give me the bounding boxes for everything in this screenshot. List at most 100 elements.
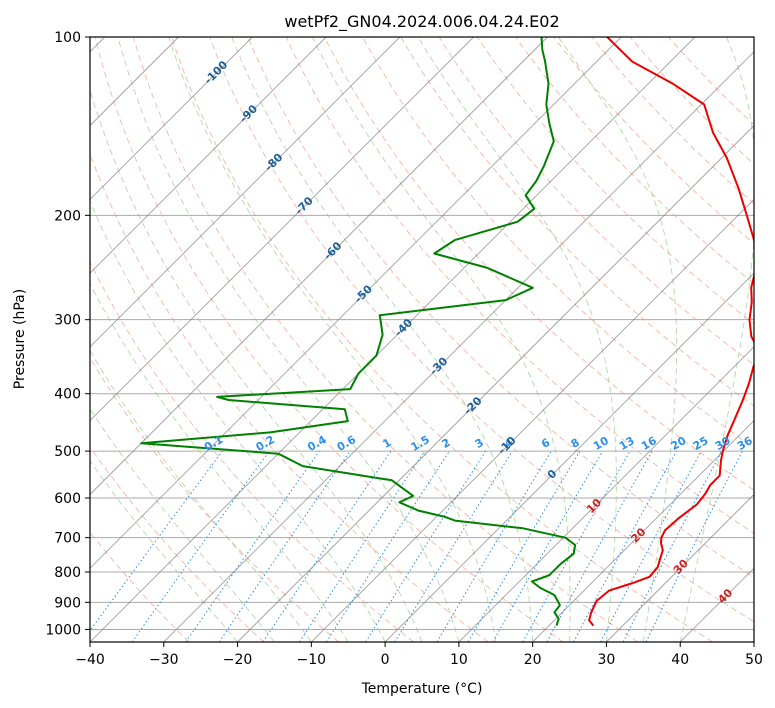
isotherm-gridline: [90, 37, 474, 422]
x-tick-label: −30: [149, 652, 179, 668]
y-tick-label: 900: [54, 595, 81, 611]
mixing-ratio-label: 36: [735, 434, 755, 453]
mixing-ratio-line: [600, 450, 702, 642]
isotherm-label: -80: [262, 151, 285, 174]
isotherm-gridline: [311, 198, 754, 642]
mixing-ratio-label: 13: [617, 434, 637, 453]
moist-adiabat: [679, 37, 754, 642]
isotherm-gridline: [679, 567, 754, 642]
mixing-ratio-line: [645, 450, 743, 642]
isotherm-label: -100: [202, 58, 231, 87]
moist-adiabat: [417, 37, 617, 642]
isotherm-gridline: [532, 420, 754, 642]
y-axis: 1000 900 800 700 600 500 400 300 200 100: [45, 30, 90, 638]
isotherm-label: -30: [427, 354, 450, 377]
moist-adiabat: [90, 88, 423, 642]
mixing-ratio-line: [522, 450, 631, 642]
x-axis: −40 −30 −20 −10 0 10 20 30 40 50: [75, 642, 763, 668]
isotherm-label: -60: [321, 239, 344, 262]
moist-adiabat: [117, 37, 460, 642]
dry-adiabat: [438, 37, 754, 366]
isotherm-gridline: [237, 124, 754, 642]
isotherm-gridline: [458, 346, 754, 642]
mixing-ratio-label: 30: [713, 434, 733, 453]
isotherm-gridline: [384, 272, 754, 642]
isotherm-label: 30: [671, 557, 691, 577]
mixing-ratio-line: [436, 450, 552, 642]
x-tick-label: 10: [450, 652, 468, 668]
isotherm-gridline: [753, 641, 754, 642]
mixing-ratio-label: 8: [569, 436, 582, 451]
mixing-ratio-line: [131, 450, 270, 642]
mixing-ratio-label: 25: [691, 434, 711, 453]
isotherm-gridline: [90, 37, 327, 274]
x-tick-label: −10: [297, 652, 327, 668]
isotherm-gridline: [90, 37, 253, 200]
dry-adiabat: [629, 37, 754, 165]
dry-adiabat: [90, 261, 414, 642]
isotherm-label: -50: [352, 282, 375, 305]
isotherm-label: -90: [237, 102, 260, 125]
x-tick-label: 20: [524, 652, 542, 668]
dry-adiabat: [90, 356, 339, 642]
y-axis-label: Pressure (hPa): [12, 289, 28, 389]
profile-lines: [140, 37, 754, 627]
y-tick-label: 200: [54, 208, 81, 224]
dry-adiabat: [400, 37, 754, 407]
mixing-ratio-line: [218, 450, 351, 642]
isotherm-label: 0: [545, 467, 560, 482]
moist-adiabat: [90, 349, 312, 642]
moist-adiabat: [90, 460, 238, 642]
isotherm-gridline: [606, 493, 754, 642]
temperature-profile-line: [588, 37, 754, 627]
background-lines: [90, 37, 754, 642]
dry-adiabat: [515, 37, 754, 285]
y-tick-label: 600: [54, 491, 81, 507]
mixing-ratio-line: [262, 450, 392, 642]
x-tick-label: 0: [381, 652, 390, 668]
x-tick-label: 30: [598, 652, 616, 668]
isotherm-gridline: [90, 37, 696, 642]
isotherm-label: 40: [715, 586, 735, 606]
chart-title: wetPf2_GN04.2024.006.04.24.E02: [284, 12, 559, 32]
mixing-ratio-line: [325, 450, 450, 642]
y-tick-label: 1000: [45, 622, 81, 638]
mixing-ratio-line: [467, 450, 581, 642]
mixing-ratio-label: 1: [380, 436, 393, 451]
y-tick-label: 500: [54, 444, 81, 460]
isotherm-gridline: [90, 37, 548, 496]
dry-adiabat: [247, 37, 754, 578]
dry-adiabat: [553, 37, 754, 244]
x-tick-label: 40: [671, 652, 689, 668]
moist-adiabat: [558, 37, 678, 642]
mixing-ratio-label: 20: [669, 434, 689, 453]
y-tick-label: 100: [54, 30, 81, 46]
isotherm-label: 20: [628, 525, 648, 545]
isotherm-label: 10: [584, 496, 604, 516]
isotherm-label: -10: [495, 434, 518, 457]
x-tick-label: −20: [223, 652, 253, 668]
dewpoint-profile-line: [140, 37, 577, 626]
dry-adiabat: [591, 37, 754, 205]
dry-adiabat: [90, 531, 190, 642]
dry-adiabat: [209, 37, 754, 623]
moist-adiabat: [168, 37, 497, 642]
dry-adiabat: [171, 37, 713, 642]
mixing-ratio-label: 16: [639, 434, 659, 453]
moist-adiabat: [311, 37, 571, 642]
dry-adiabat: [132, 37, 639, 642]
dry-adiabat: [90, 446, 265, 642]
moist-adiabat: [90, 408, 275, 642]
moist-adiabat: [231, 37, 534, 642]
mixing-ratio-line: [90, 450, 223, 632]
mixing-ratio-line: [299, 450, 426, 642]
y-tick-label: 400: [54, 387, 81, 403]
mixing-ratio-line: [546, 450, 653, 642]
dry-adiabat: [90, 152, 489, 642]
mixing-ratio-label: 6: [539, 436, 552, 451]
dry-adiabat: [323, 37, 754, 491]
x-tick-label: 50: [745, 652, 763, 668]
moist-adiabat: [90, 200, 386, 642]
isotherm-label: -70: [292, 194, 315, 217]
